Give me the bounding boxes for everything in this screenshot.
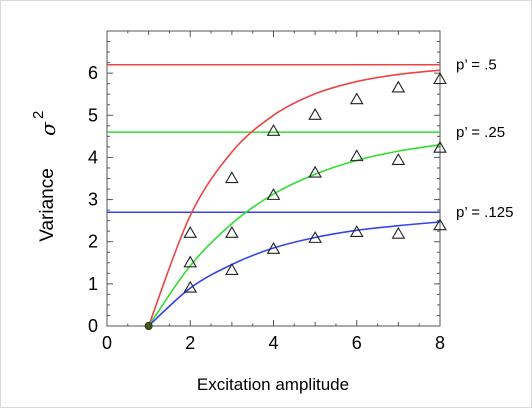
y-tick-label: 1 [88,274,98,294]
data-point-triangle [266,188,281,200]
data-point-triangle [433,72,447,85]
data-point-triangle [225,171,239,184]
fit-curve-0 [147,69,440,326]
series-label-1: p’ = .25 [456,124,505,141]
data-point-triangle [349,225,364,238]
fit-curve-2 [148,221,440,326]
data-point-triangle [266,241,281,254]
data-point-triangle [183,225,198,238]
y-tick-label: 6 [88,63,98,83]
data-point-triangle [391,226,406,239]
y-tick-label: 0 [88,316,98,336]
y-axis-symbol: σ [36,121,60,136]
data-point-triangle [349,149,364,162]
data-point-triangle [266,123,281,136]
y-tick-label: 3 [88,190,98,210]
series-label-0: p’ = .5 [456,57,497,74]
x-tick-label: 0 [102,333,112,353]
data-point-triangle [308,165,322,178]
data-point-triangle [391,153,406,165]
series-label-2: p’ = .125 [456,204,513,221]
x-tick-label: 8 [435,333,445,353]
y-tick-label: 2 [88,232,98,252]
x-tick-label: 4 [268,333,278,353]
y-axis-label: Variance [37,168,58,242]
data-point-triangle [308,231,322,243]
data-point-triangle [225,225,239,238]
data-point-triangle [391,80,406,93]
y-tick-label: 5 [88,105,98,125]
y-tick-label: 4 [88,147,98,167]
y-axis-exponent: 2 [30,111,47,119]
data-point-triangle [183,280,198,293]
data-point-triangle [433,218,447,231]
data-point-triangle [433,140,447,153]
data-point-triangle [308,107,322,120]
fit-curve-1 [147,143,440,326]
data-point-triangle [225,263,239,275]
data-point-triangle [349,92,364,105]
origin-point [144,321,153,330]
plot-area [106,30,441,327]
x-tick-label: 2 [185,333,195,353]
x-axis-label: Excitation amplitude [197,375,349,394]
x-tick-label: 6 [352,333,362,353]
data-point-triangle [183,255,198,268]
